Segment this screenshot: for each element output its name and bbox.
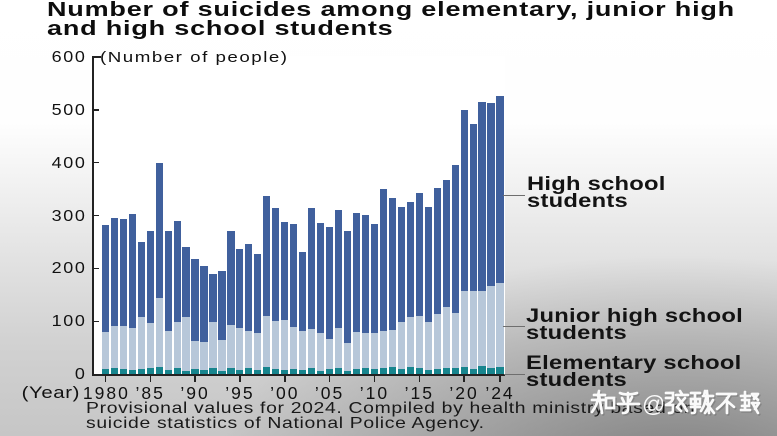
svg-text:@: @ xyxy=(642,391,665,417)
